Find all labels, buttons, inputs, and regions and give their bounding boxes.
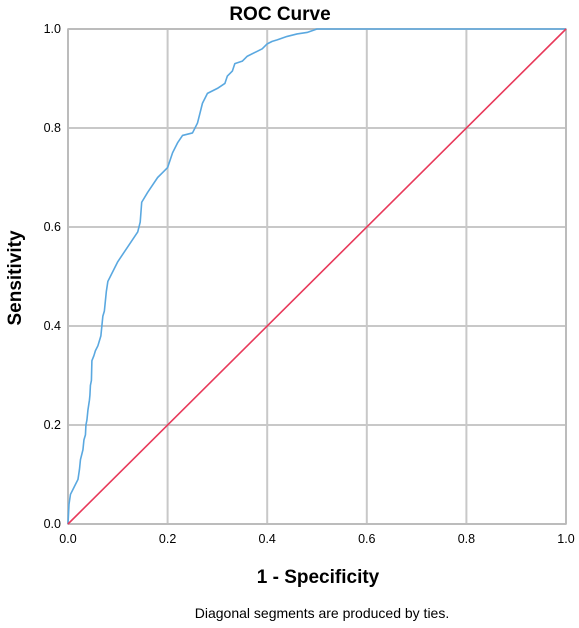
series-layer: [67, 28, 567, 525]
y-tick-label: 1.0: [44, 22, 61, 36]
footnote: Diagonal segments are produced by ties.: [195, 605, 449, 621]
roc-curve-line: [67, 28, 566, 525]
x-tick-label: 0.4: [259, 532, 276, 546]
y-tick-label: 0.8: [44, 121, 61, 135]
y-tick-labels: 0.0 0.2 0.4 0.6 0.8 1.0: [44, 22, 61, 531]
x-tick-label: 0.0: [59, 532, 76, 546]
reference-diagonal-line: [67, 28, 567, 525]
y-tick-label: 0.6: [44, 220, 61, 234]
x-tick-label: 0.2: [159, 532, 176, 546]
x-tick-label: 0.6: [358, 532, 375, 546]
x-tick-labels: 0.0 0.2 0.4 0.6 0.8 1.0: [59, 532, 574, 546]
y-tick-label: 0.0: [44, 517, 61, 531]
y-tick-label: 0.2: [44, 418, 61, 432]
y-axis-label: Sensitivity: [5, 230, 26, 325]
chart-title: ROC Curve: [229, 4, 330, 25]
y-tick-label: 0.4: [44, 319, 61, 333]
x-tick-label: 0.8: [458, 532, 475, 546]
x-axis-label: 1 - Specificity: [257, 567, 380, 588]
x-tick-label: 1.0: [557, 532, 574, 546]
